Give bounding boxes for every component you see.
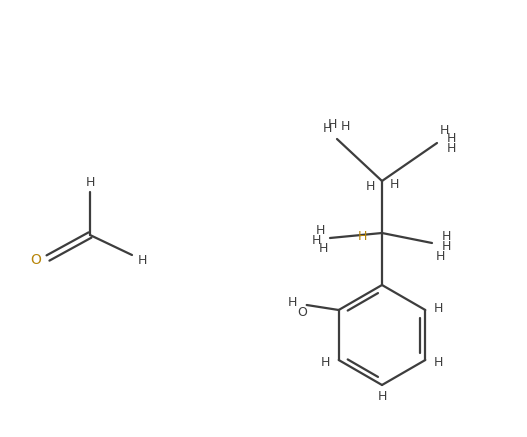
Text: H: H xyxy=(321,356,330,368)
Text: O: O xyxy=(297,306,307,319)
Text: H: H xyxy=(288,296,297,309)
Text: H: H xyxy=(365,180,375,193)
Text: H: H xyxy=(389,177,399,191)
Text: H: H xyxy=(323,122,331,135)
Text: H: H xyxy=(327,118,337,132)
Text: H: H xyxy=(315,223,325,236)
Text: O: O xyxy=(31,253,42,267)
Text: H: H xyxy=(318,243,328,256)
Text: H: H xyxy=(435,250,445,263)
Text: H: H xyxy=(138,253,147,267)
Text: H: H xyxy=(434,302,443,315)
Text: H: H xyxy=(440,124,448,136)
Text: H: H xyxy=(377,391,387,403)
Text: H: H xyxy=(446,142,456,155)
Text: H: H xyxy=(446,132,456,145)
Text: H: H xyxy=(441,240,451,253)
Text: H: H xyxy=(434,356,443,368)
Text: H: H xyxy=(340,121,350,133)
Text: H: H xyxy=(357,229,367,243)
Text: H: H xyxy=(311,233,321,246)
Text: H: H xyxy=(441,230,451,243)
Text: H: H xyxy=(85,177,95,190)
